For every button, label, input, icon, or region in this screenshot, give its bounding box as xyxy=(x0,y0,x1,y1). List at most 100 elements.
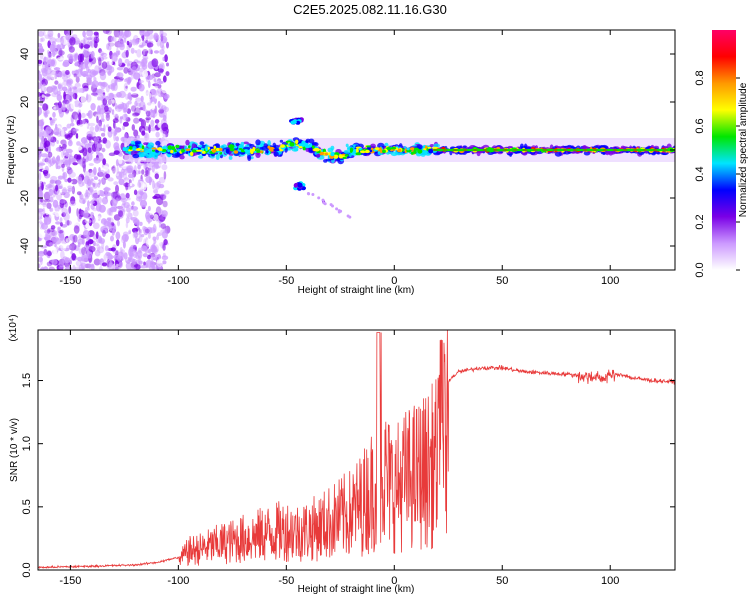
heatmap-cell xyxy=(113,113,118,118)
heatmap-cell xyxy=(132,209,139,217)
heatmap-cell xyxy=(108,262,115,270)
heatmap-cell xyxy=(153,152,159,159)
heatmap-cell xyxy=(78,248,86,255)
heatmap-cell xyxy=(135,190,143,199)
heatmap-cell xyxy=(56,179,60,187)
heatmap-cell xyxy=(85,94,92,103)
heatmap-cell xyxy=(105,113,111,121)
heatmap-cell xyxy=(47,151,53,158)
heatmap-cell xyxy=(75,221,80,226)
heatmap-cell xyxy=(323,202,327,206)
heatmap-cell xyxy=(45,126,52,134)
heatmap-cell xyxy=(38,172,42,181)
heatmap-cell xyxy=(95,147,100,156)
heatmap-cell xyxy=(114,78,118,86)
heatmap-cell xyxy=(71,204,78,211)
heatmap-cell xyxy=(98,204,106,213)
heatmap-cell xyxy=(170,149,174,154)
heatmap-cell xyxy=(53,230,58,237)
heatmap-cell xyxy=(78,109,81,114)
heatmap-cell xyxy=(153,77,157,82)
heatmap-cell xyxy=(75,260,82,267)
heatmap-cell xyxy=(75,133,79,139)
heatmap-cell xyxy=(142,104,146,112)
heatmap-cell xyxy=(82,267,85,270)
heatmap-cell xyxy=(112,118,119,124)
heatmap-y-tick-label: 40 xyxy=(19,48,31,60)
heatmap-cell xyxy=(155,140,161,146)
heatmap-cell xyxy=(41,77,46,83)
heatmap-cell xyxy=(118,210,124,218)
heatmap-cell xyxy=(101,56,108,60)
heatmap-cell xyxy=(174,152,182,157)
heatmap-cell xyxy=(115,172,119,177)
heatmap-cell xyxy=(116,166,119,175)
heatmap-cell xyxy=(150,127,157,132)
heatmap-cell xyxy=(370,143,376,149)
heatmap-cell xyxy=(162,243,166,251)
heatmap-cell xyxy=(114,126,118,135)
snr-frame xyxy=(37,329,676,571)
heatmap-cell xyxy=(152,195,158,200)
heatmap-cell xyxy=(93,176,98,181)
heatmap-cell xyxy=(103,187,111,192)
heatmap-cell xyxy=(75,40,81,45)
heatmap-cell xyxy=(42,103,48,111)
heatmap-cell xyxy=(88,263,92,270)
heatmap-cell xyxy=(243,141,249,145)
heatmap-cell xyxy=(86,74,92,81)
heatmap-cell xyxy=(55,123,58,130)
heatmap-cell xyxy=(272,142,277,148)
heatmap-cell xyxy=(158,121,161,129)
heatmap-cell xyxy=(108,152,116,157)
heatmap-cell xyxy=(125,192,130,199)
heatmap-cell xyxy=(69,243,77,251)
heatmap-cell xyxy=(137,249,143,259)
heatmap-cell xyxy=(267,145,271,149)
colorbar-label: Normalized spectral amplitude xyxy=(738,82,749,217)
heatmap-cell xyxy=(122,240,126,249)
heatmap-cell xyxy=(38,129,44,137)
heatmap-cell xyxy=(68,206,72,214)
heatmap-cell xyxy=(98,119,102,127)
heatmap-cell xyxy=(42,110,49,115)
heatmap-cell xyxy=(80,210,83,216)
heatmap-cell xyxy=(150,88,157,98)
heatmap-cell xyxy=(40,198,44,203)
heatmap-cell xyxy=(147,232,151,239)
heatmap-cell xyxy=(100,218,107,225)
heatmap-cell xyxy=(106,43,109,50)
heatmap-cell xyxy=(98,167,101,174)
heatmap-cell xyxy=(74,62,80,67)
heatmap-cell xyxy=(138,170,141,175)
heatmap-cell xyxy=(154,173,159,180)
heatmap-cell xyxy=(266,150,269,154)
heatmap-cell xyxy=(76,191,82,196)
heatmap-cell xyxy=(157,68,164,73)
heatmap-cell xyxy=(131,105,137,112)
heatmap-y-axis: -40 -20 0 20 40 xyxy=(19,48,675,254)
heatmap-cell xyxy=(96,216,102,220)
heatmap-cell xyxy=(161,32,168,37)
heatmap-cell xyxy=(238,148,243,150)
heatmap-cell xyxy=(107,126,112,132)
heatmap-cell xyxy=(156,234,159,241)
heatmap-cell xyxy=(73,225,80,234)
heatmap-cell xyxy=(141,152,146,156)
heatmap-cell xyxy=(134,100,138,107)
heatmap-cell xyxy=(130,47,135,54)
heatmap-cell xyxy=(113,225,116,234)
heatmap-cell xyxy=(120,168,126,174)
heatmap-cell xyxy=(94,249,101,257)
heatmap-cell xyxy=(159,49,165,55)
heatmap-cell xyxy=(109,60,113,66)
heatmap-cell xyxy=(102,30,110,34)
heatmap-cell xyxy=(57,83,62,90)
heatmap-cell xyxy=(159,30,164,38)
heatmap-cell xyxy=(185,139,190,146)
heatmap-cell xyxy=(125,225,133,231)
heatmap-cell xyxy=(61,212,66,218)
heatmap-cell xyxy=(153,257,160,261)
heatmap-cell xyxy=(215,154,220,161)
heatmap-cell xyxy=(38,151,41,161)
